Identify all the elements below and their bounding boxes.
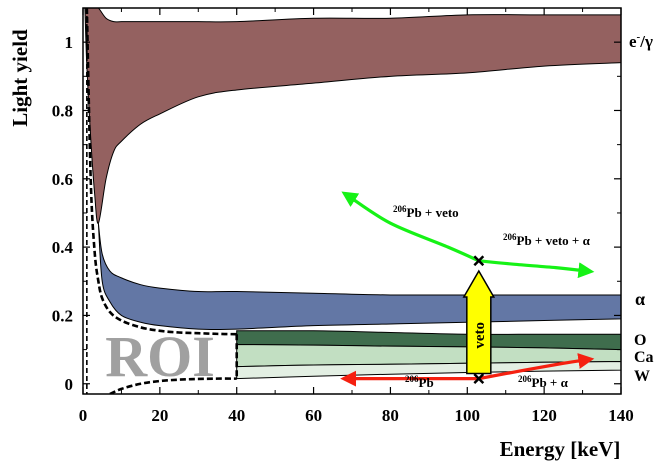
legend-oxygen: O — [634, 332, 646, 349]
y-tick-label: 0.6 — [52, 170, 73, 189]
label-pb-alpha-text: Pb + α — [532, 375, 569, 390]
event-marker-stroke — [473, 373, 485, 385]
veto-arrow — [462, 269, 496, 375]
label-pb-alpha: 206Pb + α — [518, 374, 569, 390]
pb-veto-arrow — [341, 191, 480, 263]
event-marker-stroke — [473, 255, 485, 267]
x-tick-label: 100 — [455, 406, 481, 425]
x-tick-label: 80 — [382, 406, 399, 425]
event-marker — [473, 255, 485, 267]
x-tick-label: 0 — [79, 406, 88, 425]
label-pb-veto-sup: 206 — [393, 204, 407, 214]
label-pb-veto-alpha: 206Pb + veto + α — [503, 232, 591, 248]
legend-electron-gamma: e-/γ — [629, 31, 653, 51]
label-pb-alpha-sup: 206 — [518, 374, 532, 384]
legend-alpha: α — [635, 289, 645, 309]
roi-lower-boundary — [109, 377, 237, 394]
legend-tungsten: W — [634, 368, 650, 385]
veto-label: veto — [472, 322, 488, 349]
bands-layer — [84, 8, 621, 380]
y-tick-label: 0.4 — [52, 238, 74, 257]
arrows-layer: veto — [340, 191, 595, 387]
label-pb-veto-alpha-sup: 206 — [503, 232, 517, 242]
y-tick-label: 0.2 — [52, 306, 73, 325]
label-pb-veto-text: Pb + veto — [407, 205, 459, 220]
label-pb-veto-alpha-text: Pb + veto + α — [517, 233, 591, 248]
x-tick-label: 40 — [228, 406, 245, 425]
label-pb-text: Pb — [419, 375, 434, 390]
roi-layer: ROI — [85, 8, 239, 394]
roi-label: ROI — [105, 324, 215, 389]
band-tungsten — [236, 361, 621, 380]
x-tick-label: 60 — [305, 406, 322, 425]
label-pb-sup: 206 — [405, 374, 419, 384]
legend-electron-gamma-main: e — [629, 32, 637, 51]
label-pb-veto: 206Pb + veto — [393, 204, 459, 220]
y-tick-label: 0 — [65, 375, 74, 394]
label-pb: 206Pb — [405, 374, 434, 390]
x-tick-label: 120 — [531, 406, 557, 425]
y-tick-label: 0.8 — [52, 101, 73, 120]
legend-electron-gamma-sup: - — [637, 31, 641, 43]
band-electron-gamma — [84, 8, 621, 224]
pb-veto-alpha-arrow — [478, 259, 595, 279]
y-tick-label: 1 — [65, 33, 74, 52]
legend-electron-gamma-rest: /γ — [639, 32, 653, 51]
pb-alpha-arrow — [478, 353, 595, 381]
event-marker — [473, 373, 485, 385]
x-axis-label: Energy [keV] — [500, 437, 621, 461]
x-tick-label: 140 — [608, 406, 634, 425]
labels-layer: 0 20 40 60 80 100 120 140 0 0.2 0.4 0.6 0.8 1 Energy [… — [8, 29, 654, 461]
x-tick-label: 20 — [151, 406, 168, 425]
y-axis-label: Light yield — [8, 29, 32, 127]
ticks-layer — [82, 7, 622, 394]
legend-calcium: Ca — [634, 349, 654, 366]
roi-upper-boundary — [85, 8, 237, 336]
